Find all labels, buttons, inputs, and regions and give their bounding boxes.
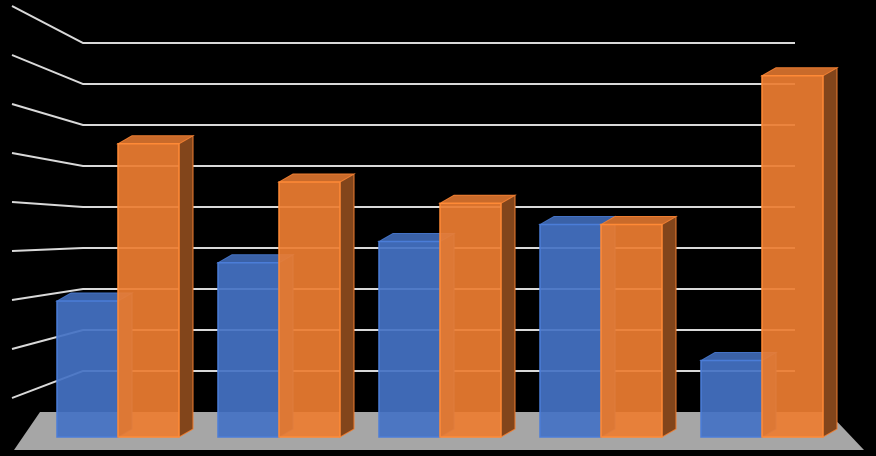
bar	[761, 75, 824, 438]
bar	[539, 223, 602, 438]
bar	[217, 262, 280, 438]
bar-side	[178, 134, 194, 438]
bar-side	[661, 215, 677, 438]
bar	[117, 143, 180, 438]
bar	[278, 181, 341, 438]
grid-line	[11, 152, 795, 167]
bar-top	[760, 67, 839, 77]
bar-side	[822, 66, 838, 438]
grid-line	[11, 5, 795, 44]
grid-line	[11, 201, 795, 208]
grid-line	[11, 54, 795, 85]
bar	[439, 202, 502, 438]
bar	[700, 359, 763, 438]
bar	[56, 300, 119, 438]
grid-line	[11, 103, 795, 126]
bar-top	[277, 173, 356, 183]
bar-side	[500, 194, 516, 438]
bar	[600, 223, 663, 438]
bar-top	[599, 216, 678, 225]
bar-top	[116, 135, 195, 145]
bar-top	[438, 194, 517, 204]
bar	[378, 240, 441, 438]
bar-side	[339, 173, 355, 438]
